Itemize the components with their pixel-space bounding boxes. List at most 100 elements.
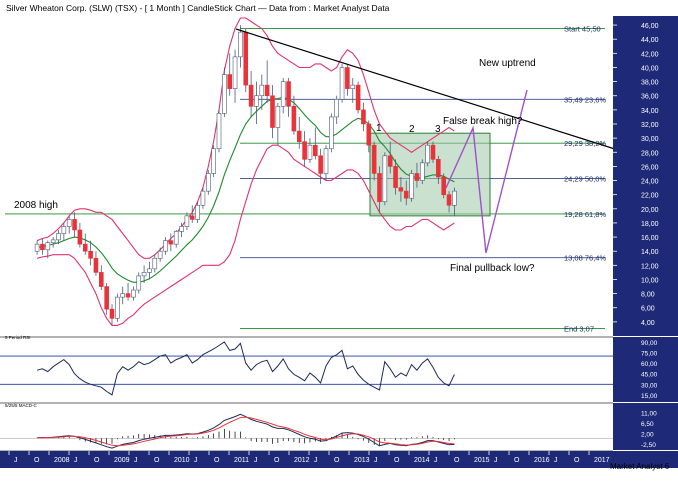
candle-body-29 xyxy=(189,215,195,220)
time-tick-label-17: 2013 xyxy=(354,457,370,464)
price-tick-label-7: 32,00 xyxy=(641,122,659,129)
time-tick-label-23: 2015 xyxy=(474,457,490,464)
price-tick-label-11: 24,00 xyxy=(641,179,659,186)
price-tick-label-4: 38,00 xyxy=(641,80,659,87)
candle-body-36 xyxy=(227,74,232,89)
time-tick-label-25: O xyxy=(514,457,520,464)
candle-body-59 xyxy=(350,84,356,89)
candle-body-52 xyxy=(312,144,318,157)
candle-body-16 xyxy=(120,293,125,298)
rsi-panel xyxy=(36,341,455,396)
candle-body-65 xyxy=(382,155,388,203)
price-tick-label-19: 8,00 xyxy=(641,292,655,299)
candle-body-49 xyxy=(296,130,302,142)
candle-body-31 xyxy=(200,190,206,206)
price-tick-label-21: 4,00 xyxy=(641,320,655,327)
candle-body-76 xyxy=(441,176,447,195)
time-axis-panel xyxy=(0,451,678,468)
candle-body-56 xyxy=(334,98,340,118)
macd-axis-panel xyxy=(613,403,678,450)
time-tick-label-12: J xyxy=(254,457,258,464)
price-tick-label-20: 6,00 xyxy=(641,306,655,313)
footer-brand: Market Analyst 6 xyxy=(610,462,670,471)
bollinger-upper-line xyxy=(36,17,455,259)
candle-body-58 xyxy=(345,67,350,89)
fib-label-1: 35,49 23,6% xyxy=(564,95,606,104)
price-tick-label-2: 42,00 xyxy=(641,51,659,58)
candle-body-66 xyxy=(387,155,393,167)
candle-body-30 xyxy=(195,204,200,220)
rsi-tick-label-3: 45,00 xyxy=(641,372,658,379)
rsi-tick-label-5: 15,00 xyxy=(641,393,658,400)
time-tick-label-22: O xyxy=(454,457,460,464)
time-tick-label-7: O xyxy=(154,457,160,464)
candle-body-5 xyxy=(61,226,67,234)
candle-body-73 xyxy=(425,144,430,164)
candle-body-10 xyxy=(88,250,93,259)
consolidation-box xyxy=(369,132,491,217)
candle-body-6 xyxy=(66,219,72,227)
fib-label-6: End 3,07 xyxy=(564,324,594,333)
candle-body-47 xyxy=(286,81,291,107)
candle-body-63 xyxy=(371,144,377,174)
time-tick-label-0: J xyxy=(14,457,18,464)
candle-body-44 xyxy=(270,95,275,128)
candles xyxy=(34,25,457,326)
candle-body-53 xyxy=(318,155,323,174)
candle-body-12 xyxy=(99,272,104,287)
bollinger-bands xyxy=(36,17,455,326)
time-tick-label-4: O xyxy=(94,457,100,464)
candle-body-32 xyxy=(206,173,211,192)
price-tick-label-10: 26,00 xyxy=(641,164,659,171)
candle-body-1 xyxy=(40,243,45,251)
candle-body-46 xyxy=(280,81,286,107)
rsi-panel-label: 5 Period RSI xyxy=(5,335,31,340)
time-tick-label-24: J xyxy=(494,457,498,464)
candle-body-61 xyxy=(361,109,366,125)
price-tick-label-1: 44,00 xyxy=(641,37,659,44)
candle-body-2 xyxy=(45,242,51,251)
macd-panel-label: 5/25/5 MACD-C xyxy=(5,403,38,408)
candle-body-64 xyxy=(377,173,382,203)
price-tick-label-5: 36,00 xyxy=(641,94,659,101)
candle-body-68 xyxy=(398,187,404,192)
candle-body-43 xyxy=(264,84,270,97)
time-tick-label-27: J xyxy=(554,457,558,464)
bollinger-lower-line xyxy=(36,144,455,326)
candle-body-62 xyxy=(366,123,372,146)
candle-body-48 xyxy=(291,106,297,132)
candle-body-74 xyxy=(430,144,436,160)
rsi-tick-label-2: 60,00 xyxy=(641,361,658,368)
candle-body-70 xyxy=(409,173,414,199)
candle-body-15 xyxy=(115,296,120,319)
price-tick-label-14: 18,00 xyxy=(641,221,659,228)
candle-body-20 xyxy=(141,272,147,277)
candle-body-23 xyxy=(157,250,163,259)
candle-body-26 xyxy=(173,231,179,245)
fib-label-4: 19,28 61,8% xyxy=(564,210,606,219)
time-tick-label-19: O xyxy=(394,457,400,464)
candle-body-7 xyxy=(72,219,77,231)
candle-body-72 xyxy=(419,162,425,181)
fib-label-2: 29,29 38,2% xyxy=(564,139,606,148)
macd-tick-label-0: 11,00 xyxy=(641,410,657,417)
candle-body-19 xyxy=(136,275,142,291)
fib-label-3: 24,29 50,0% xyxy=(564,174,606,183)
candle-body-37 xyxy=(232,56,238,89)
price-tick-label-8: 30,00 xyxy=(641,136,659,143)
annotation-false-break: False break high? xyxy=(443,116,523,127)
price-axis-panel xyxy=(613,16,678,336)
time-tick-label-10: O xyxy=(214,457,220,464)
wave-label-1: 1 xyxy=(376,123,382,134)
time-tick-label-20: 2014 xyxy=(414,457,430,464)
time-tick-label-1: O xyxy=(34,457,40,464)
candle-body-22 xyxy=(152,257,158,270)
macd-tick-label-2: 2,00 xyxy=(641,432,654,439)
candle-body-21 xyxy=(147,268,152,273)
candle-body-14 xyxy=(109,308,115,319)
time-tick-label-2: 2008 xyxy=(54,457,70,464)
candle-body-0 xyxy=(34,243,40,252)
